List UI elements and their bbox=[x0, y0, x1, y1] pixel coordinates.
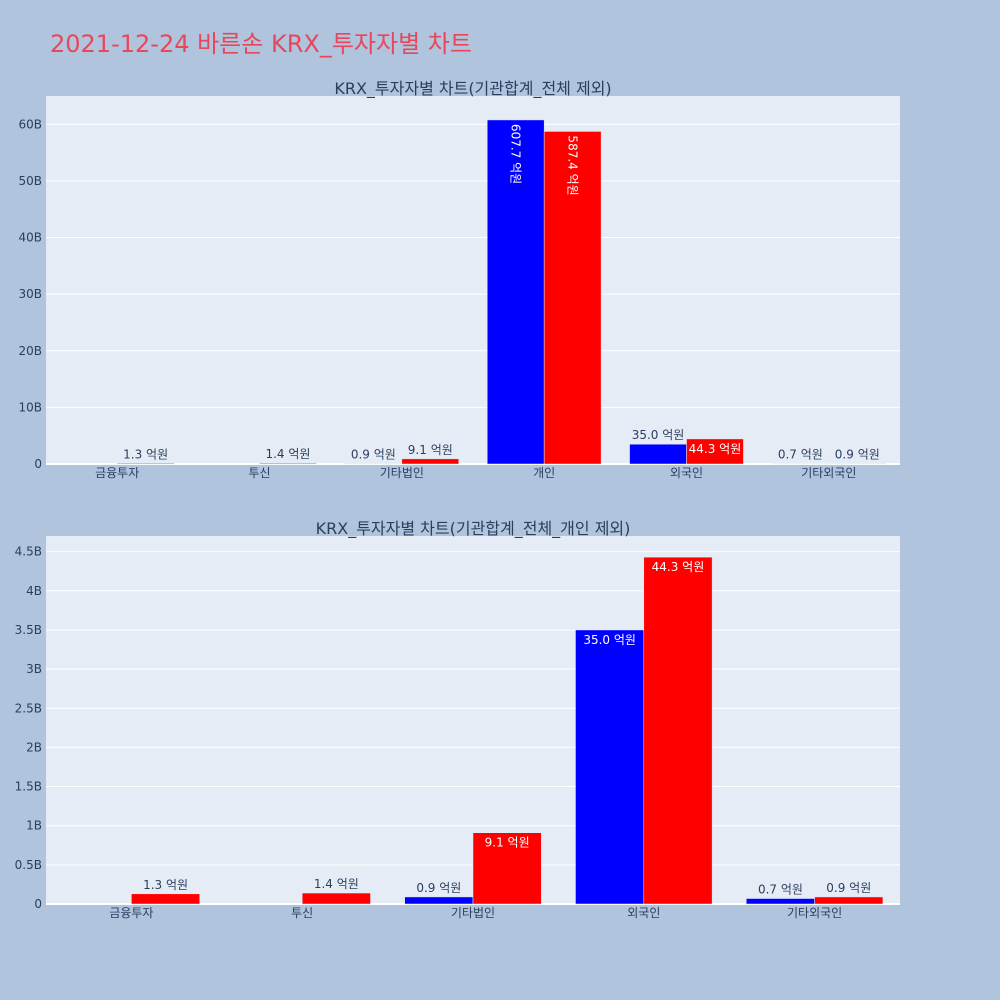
x-tick-label: 개인 bbox=[533, 466, 555, 480]
data-label: 0.9 억원 bbox=[351, 447, 396, 461]
x-tick-label: 투신 bbox=[248, 466, 270, 480]
data-label: 0.7 억원 bbox=[778, 448, 823, 462]
x-tick-label: 기타법인 bbox=[451, 906, 495, 920]
data-label: 1.4 억원 bbox=[265, 447, 310, 461]
bar bbox=[404, 896, 474, 905]
y-tick-label: 60B bbox=[18, 117, 42, 131]
bar bbox=[116, 463, 175, 465]
bar bbox=[814, 896, 884, 905]
y-tick-label: 20B bbox=[18, 344, 42, 358]
data-label: 44.3 억원 bbox=[689, 442, 742, 456]
x-tick-label: 외국인 bbox=[670, 466, 703, 480]
data-label: 1.4 억원 bbox=[314, 877, 359, 891]
data-label: 35.0 억원 bbox=[632, 428, 685, 442]
x-tick-label: 기타외국인 bbox=[787, 906, 842, 920]
y-tick-label: 3.5B bbox=[15, 623, 42, 637]
bar bbox=[575, 629, 645, 905]
data-label: 44.3 억원 bbox=[652, 560, 705, 574]
y-tick-label: 2B bbox=[26, 740, 42, 754]
data-label: 0.9 억원 bbox=[835, 447, 880, 461]
bar bbox=[486, 119, 545, 465]
data-label: 9.1 억원 bbox=[485, 836, 530, 850]
chart-1: KRX_투자자별 차트(기관합계_전체 제외) 0 10B 20B 30B 40B 50B 6… bbox=[18, 79, 900, 480]
y-tick-label: 1B bbox=[26, 819, 42, 833]
x-tick-label: 기타외국인 bbox=[801, 466, 856, 480]
y-tick-label: 0.5B bbox=[15, 858, 42, 872]
data-label: 0.9 억원 bbox=[416, 881, 461, 895]
chart-title: KRX_투자자별 차트(기관합계_전체_개인 제외) bbox=[316, 519, 631, 539]
data-label: 9.1 억원 bbox=[408, 443, 453, 457]
y-tick-label: 30B bbox=[18, 287, 42, 301]
x-tick-label: 금융투자 bbox=[109, 906, 153, 920]
bar bbox=[686, 438, 744, 465]
bar bbox=[472, 832, 542, 905]
y-tick-label: 40B bbox=[18, 231, 42, 245]
data-label: 607.7 억원 bbox=[509, 124, 523, 184]
plot-area bbox=[46, 96, 900, 464]
data-label: 587.4 억원 bbox=[565, 135, 579, 195]
bar bbox=[828, 463, 887, 465]
page-title: 2021-12-24 바른손 KRX_투자자별 차트 bbox=[50, 30, 472, 58]
x-tick-label: 기타법인 bbox=[380, 466, 424, 480]
data-label: 1.3 억원 bbox=[123, 447, 168, 461]
data-label: 35.0 억원 bbox=[583, 633, 636, 647]
chart-2: KRX_투자자별 차트(기관합계_전체_개인 제외) 0 0.5B 1B 1.5B 2B 2… bbox=[15, 519, 900, 920]
data-label: 0.9 억원 bbox=[826, 881, 871, 895]
y-tick-label: 3B bbox=[26, 662, 42, 676]
x-tick-label: 외국인 bbox=[627, 906, 660, 920]
y-tick-label: 4B bbox=[26, 584, 42, 598]
bar bbox=[746, 898, 815, 905]
bar bbox=[131, 893, 200, 905]
bar bbox=[259, 462, 317, 465]
data-label: 0.7 억원 bbox=[758, 883, 803, 897]
bar bbox=[401, 458, 460, 465]
bar bbox=[344, 463, 403, 465]
y-tick-label: 0 bbox=[34, 897, 42, 911]
y-tick-label: 0 bbox=[34, 457, 42, 471]
y-tick-label: 1.5B bbox=[15, 780, 42, 794]
data-label: 1.3 억원 bbox=[143, 878, 188, 892]
chart-title: KRX_투자자별 차트(기관합계_전체 제외) bbox=[334, 79, 611, 99]
bar bbox=[629, 443, 687, 465]
bar bbox=[301, 892, 371, 905]
x-tick-label: 투신 bbox=[291, 906, 313, 920]
y-tick-label: 50B bbox=[18, 174, 42, 188]
bar bbox=[643, 556, 713, 905]
y-tick-label: 2.5B bbox=[15, 701, 42, 715]
x-tick-label: 금융투자 bbox=[95, 466, 139, 480]
bar bbox=[543, 131, 602, 465]
y-tick-label: 10B bbox=[18, 400, 42, 414]
y-tick-label: 4.5B bbox=[15, 545, 42, 559]
